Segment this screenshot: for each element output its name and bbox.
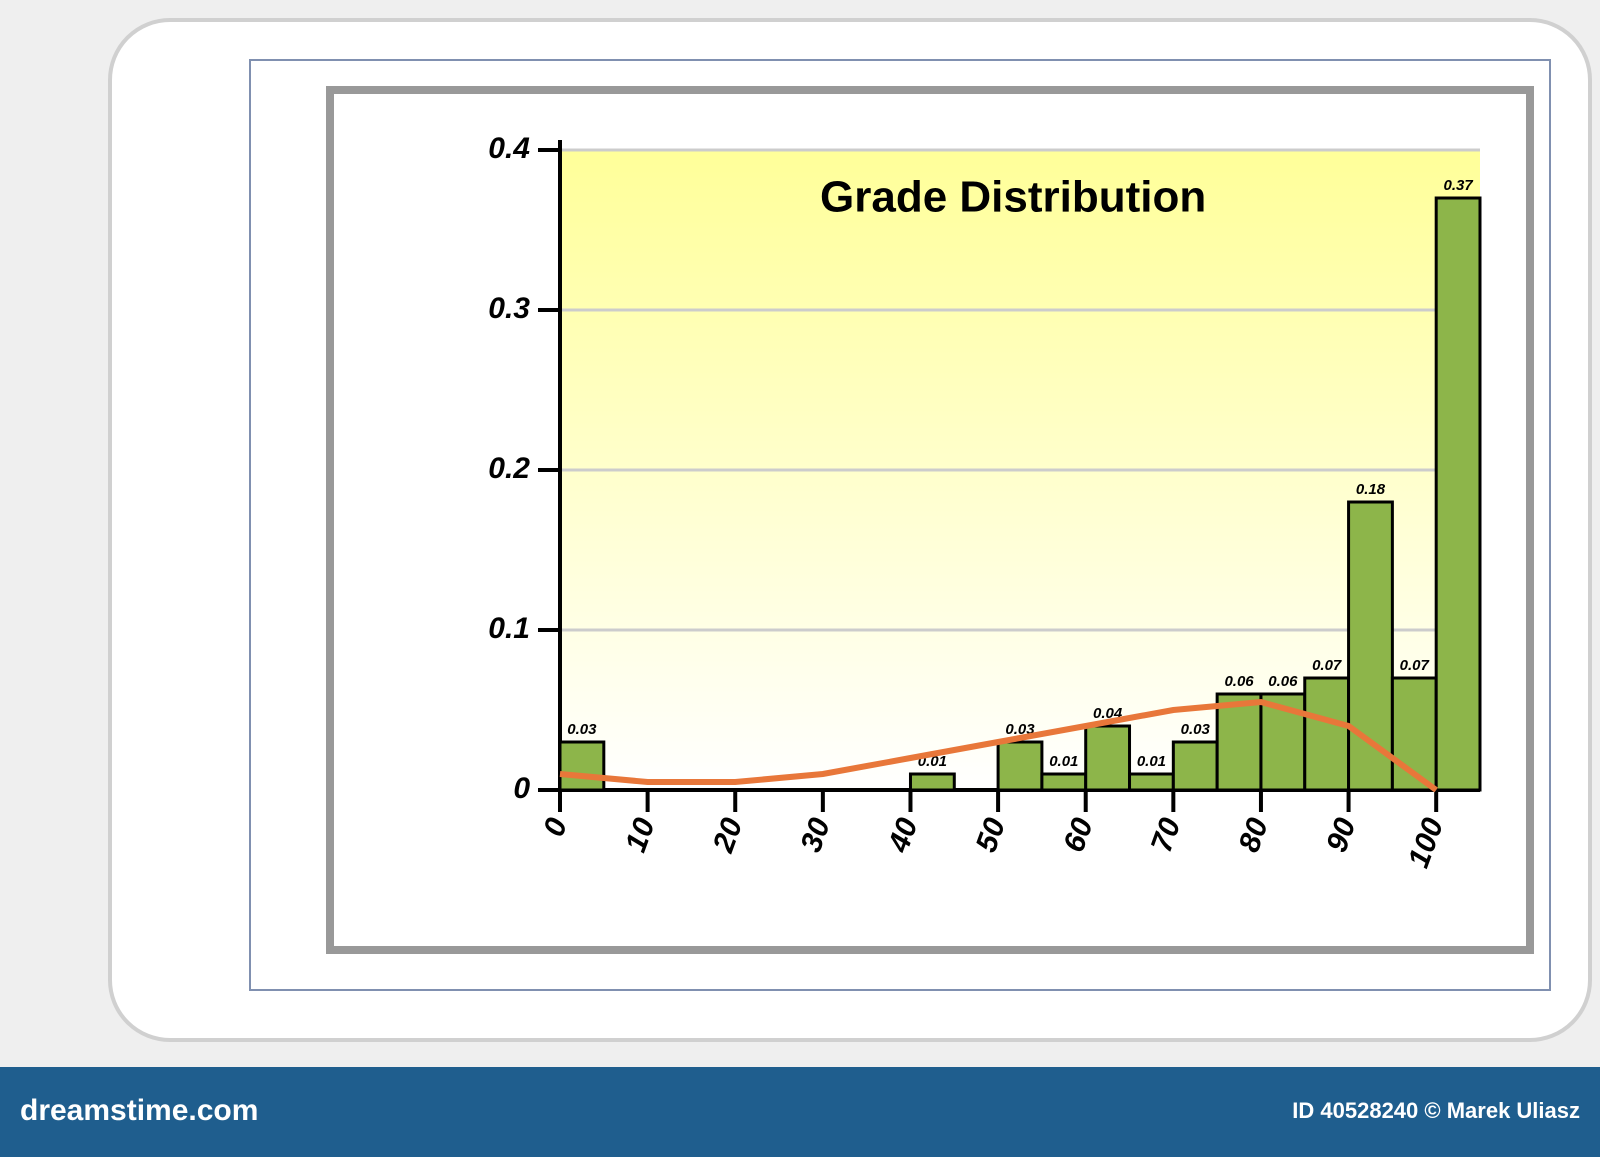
bar [1171,740,1219,792]
value-label: 0.07 [1400,657,1430,674]
bar [1347,500,1394,792]
bar [1040,772,1088,792]
y-tick-label: 0.1 [488,612,530,645]
bar [558,740,606,792]
bar [1128,772,1175,792]
density-curve [559,698,1438,793]
value-label: 0.03 [567,721,597,738]
bar [1434,196,1482,792]
value-label: 0.37 [1443,177,1473,194]
bar [1215,692,1263,792]
y-tick-label: 0.4 [488,132,530,165]
y-tick-label: 0.3 [488,292,530,325]
footer-credit: ID 40528240 © Marek Uliasz [1292,1098,1580,1123]
footer-site: dreamstime.com [20,1094,258,1127]
value-label: 0.03 [1181,721,1211,738]
bar [1084,724,1132,792]
value-label: 0.07 [1312,657,1342,674]
bar [1303,676,1351,792]
value-label: 0.18 [1356,481,1386,498]
value-label: 0.01 [1137,753,1166,770]
y-tick-label: 0 [513,772,530,805]
bar [908,772,956,792]
value-label: 0.06 [1268,673,1298,690]
footer-bar [0,1067,1600,1157]
y-tick-label: 0.2 [488,452,530,485]
value-label: 0.01 [1049,753,1078,770]
bar [996,740,1044,792]
chart-title: Grade Distribution [820,173,1206,222]
value-label: 0.06 [1224,673,1254,690]
